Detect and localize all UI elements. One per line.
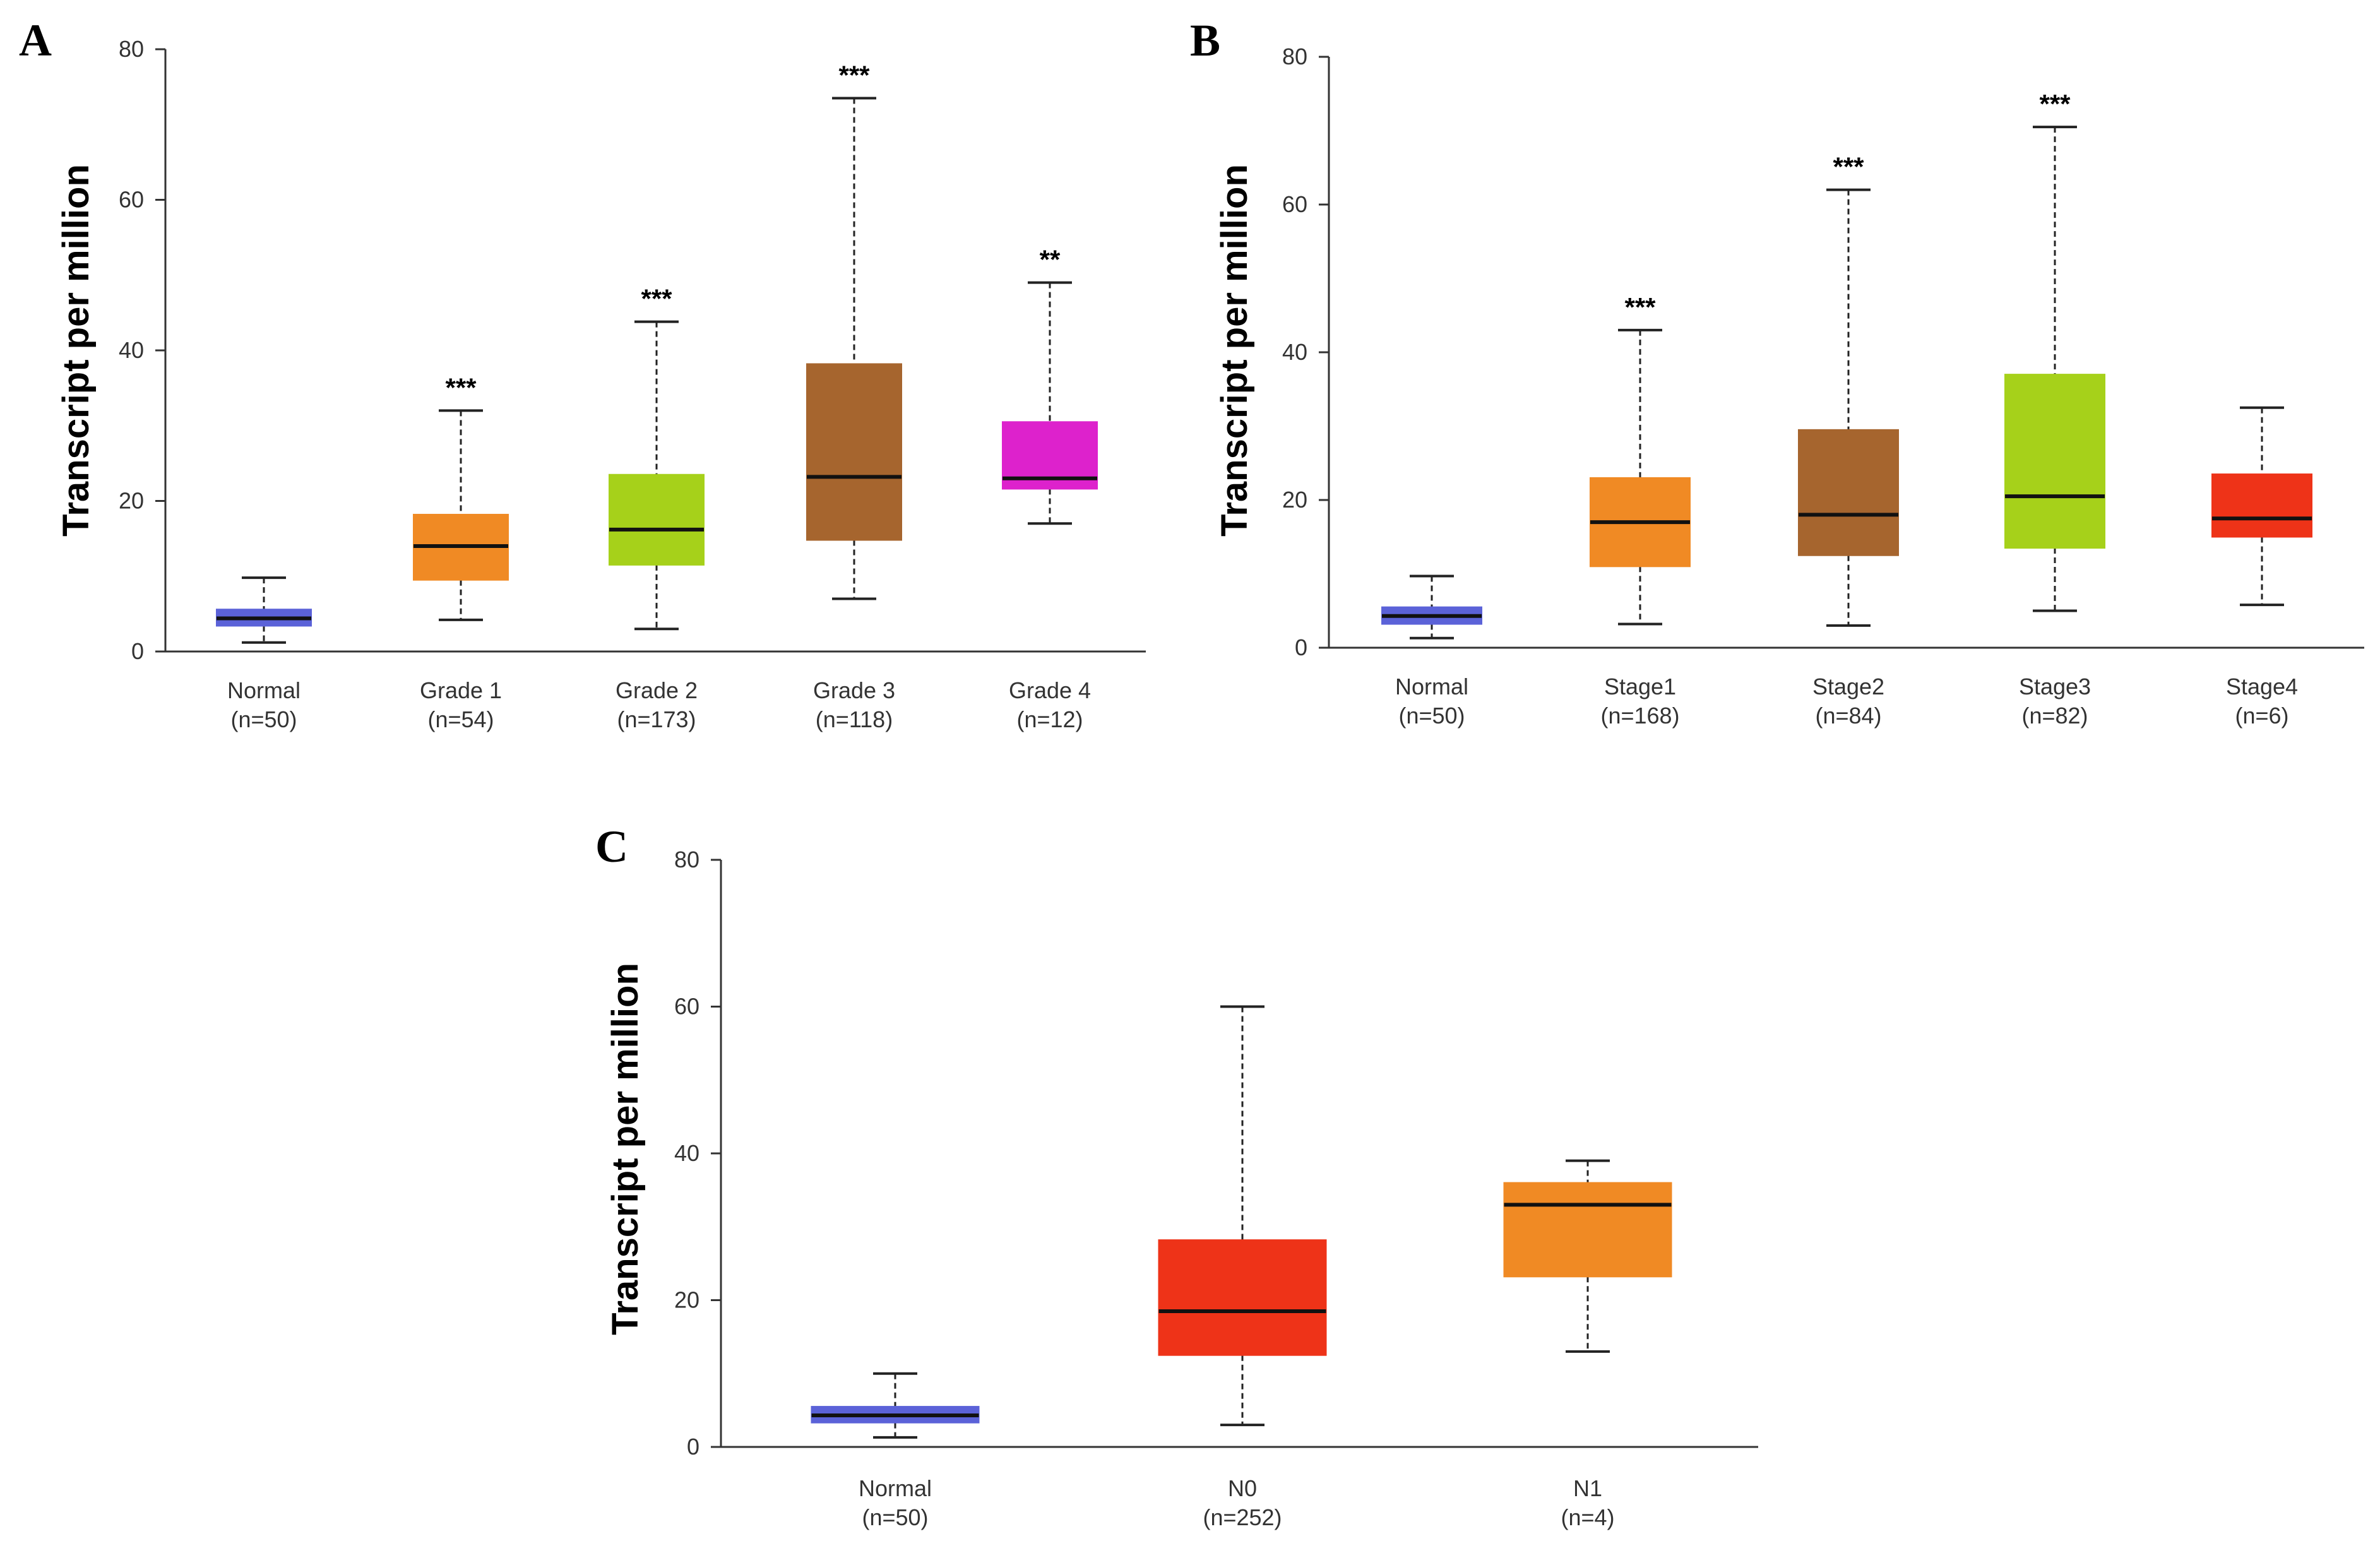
iqr-box: [1798, 429, 1899, 556]
panel-b-sample-size: (n=50): [1398, 703, 1465, 729]
panel-a-box-2: [413, 409, 509, 621]
panel-a-sample-size: (n=12): [1016, 706, 1083, 732]
panel-a-y-tick-label: 80: [119, 36, 144, 62]
panel-a-y-tick-label: 60: [119, 187, 144, 213]
panel-a-significance-5: **: [1040, 245, 1061, 275]
panel-c-box-3: [1503, 1159, 1672, 1353]
panel-a-letter: A: [19, 15, 52, 66]
panel-a-category-label: Grade 1: [420, 677, 502, 703]
panel-b-y-tick-label: 20: [1282, 487, 1307, 513]
iqr-box: [806, 363, 902, 541]
panel-b-sample-size: (n=84): [1815, 703, 1881, 729]
panel-c-y-axis-label: Transcript per million: [605, 963, 646, 1335]
panel-c-letter: C: [595, 821, 628, 872]
panel-c-y-tick-label: 0: [687, 1434, 699, 1460]
panel-c-category-label: N0: [1228, 1475, 1257, 1501]
panel-a-chart: A Transcript per million 0 20 40 60 80 Normal (n…: [19, 15, 1146, 732]
panel-c-y-tick-label: 40: [674, 1140, 699, 1166]
panel-a-significance-3: ***: [641, 284, 672, 314]
panel-b-box-2: [1590, 328, 1691, 626]
panel-b-significance-2: ***: [1624, 292, 1656, 322]
iqr-box: [2004, 374, 2105, 549]
panel-c-category-label: N1: [1573, 1475, 1602, 1501]
panel-b-category-label: Normal: [1395, 674, 1468, 699]
panel-c-sample-size: (n=252): [1203, 1504, 1282, 1530]
panel-a-sample-size: (n=50): [230, 706, 297, 732]
panel-a-category-label: Grade 2: [616, 677, 698, 703]
panel-a-y-tick-label: 40: [119, 337, 144, 363]
panel-a-box-5: [1002, 281, 1098, 525]
panel-b-box-1: [1381, 574, 1482, 640]
panel-a-box-3: [609, 320, 705, 631]
panel-c-y-tick-label: 60: [674, 994, 699, 1020]
panel-a-category-label: Normal: [227, 677, 300, 703]
panel-a-y-tick-label: 20: [119, 488, 144, 514]
panel-b-box-3: [1798, 188, 1899, 627]
iqr-box: [1158, 1239, 1327, 1356]
panel-b-sample-size: (n=82): [2021, 703, 2088, 729]
panel-c-y-tick-label: 80: [674, 847, 699, 872]
panel-b-category-label: Stage3: [2019, 674, 2091, 699]
panel-b-y-tick-label: 40: [1282, 339, 1307, 365]
panel-b-y-tick-label: 80: [1282, 44, 1307, 69]
panel-b-y-tick-label: 60: [1282, 191, 1307, 217]
panel-a-box-4: [806, 97, 902, 600]
panel-a-y-tick-label: 0: [131, 638, 144, 664]
panel-a-sample-size: (n=54): [427, 706, 494, 732]
iqr-box: [2211, 473, 2312, 538]
panel-c-chart: C Transcript per million 0 20 40 60 80 Normal (n…: [595, 821, 1758, 1530]
panel-b-sample-size: (n=168): [1600, 703, 1679, 729]
panel-b-significance-4: ***: [2039, 89, 2071, 119]
panel-b-y-tick-label: 0: [1295, 634, 1307, 660]
iqr-box: [609, 473, 705, 566]
panel-c-sample-size: (n=4): [1561, 1504, 1614, 1530]
panel-b-box-5: [2211, 406, 2312, 607]
panel-b-chart: B Transcript per million 0 20 40 60 80 Normal (n…: [1190, 15, 2364, 729]
iqr-box: [1503, 1182, 1672, 1278]
panel-b-significance-3: ***: [1833, 152, 1864, 182]
panel-a-sample-size: (n=173): [617, 706, 696, 732]
panel-a-y-axis-label: Transcript per million: [56, 164, 97, 537]
panel-b-category-label: Stage4: [2226, 674, 2298, 699]
panel-a-sample-size: (n=118): [816, 706, 893, 732]
panel-c-box-1: [811, 1372, 980, 1439]
panel-a-significance-4: ***: [838, 61, 870, 90]
panel-a-box-1: [216, 576, 312, 644]
panel-a-significance-2: ***: [445, 372, 477, 402]
panel-b-category-label: Stage2: [1812, 674, 1884, 699]
panel-b-category-label: Stage1: [1604, 674, 1676, 699]
panel-b-sample-size: (n=6): [2235, 703, 2288, 729]
panel-b-box-4: [2004, 126, 2105, 612]
panel-a-category-label: Grade 4: [1009, 677, 1091, 703]
panel-c-box-2: [1158, 1005, 1327, 1427]
panel-c-sample-size: (n=50): [862, 1504, 928, 1530]
panel-b-letter: B: [1190, 15, 1220, 66]
panel-c-category-label: Normal: [859, 1475, 932, 1501]
panel-a-category-label: Grade 3: [813, 677, 895, 703]
panel-b-y-axis-label: Transcript per million: [1214, 164, 1255, 537]
panel-c-y-tick-label: 20: [674, 1287, 699, 1313]
